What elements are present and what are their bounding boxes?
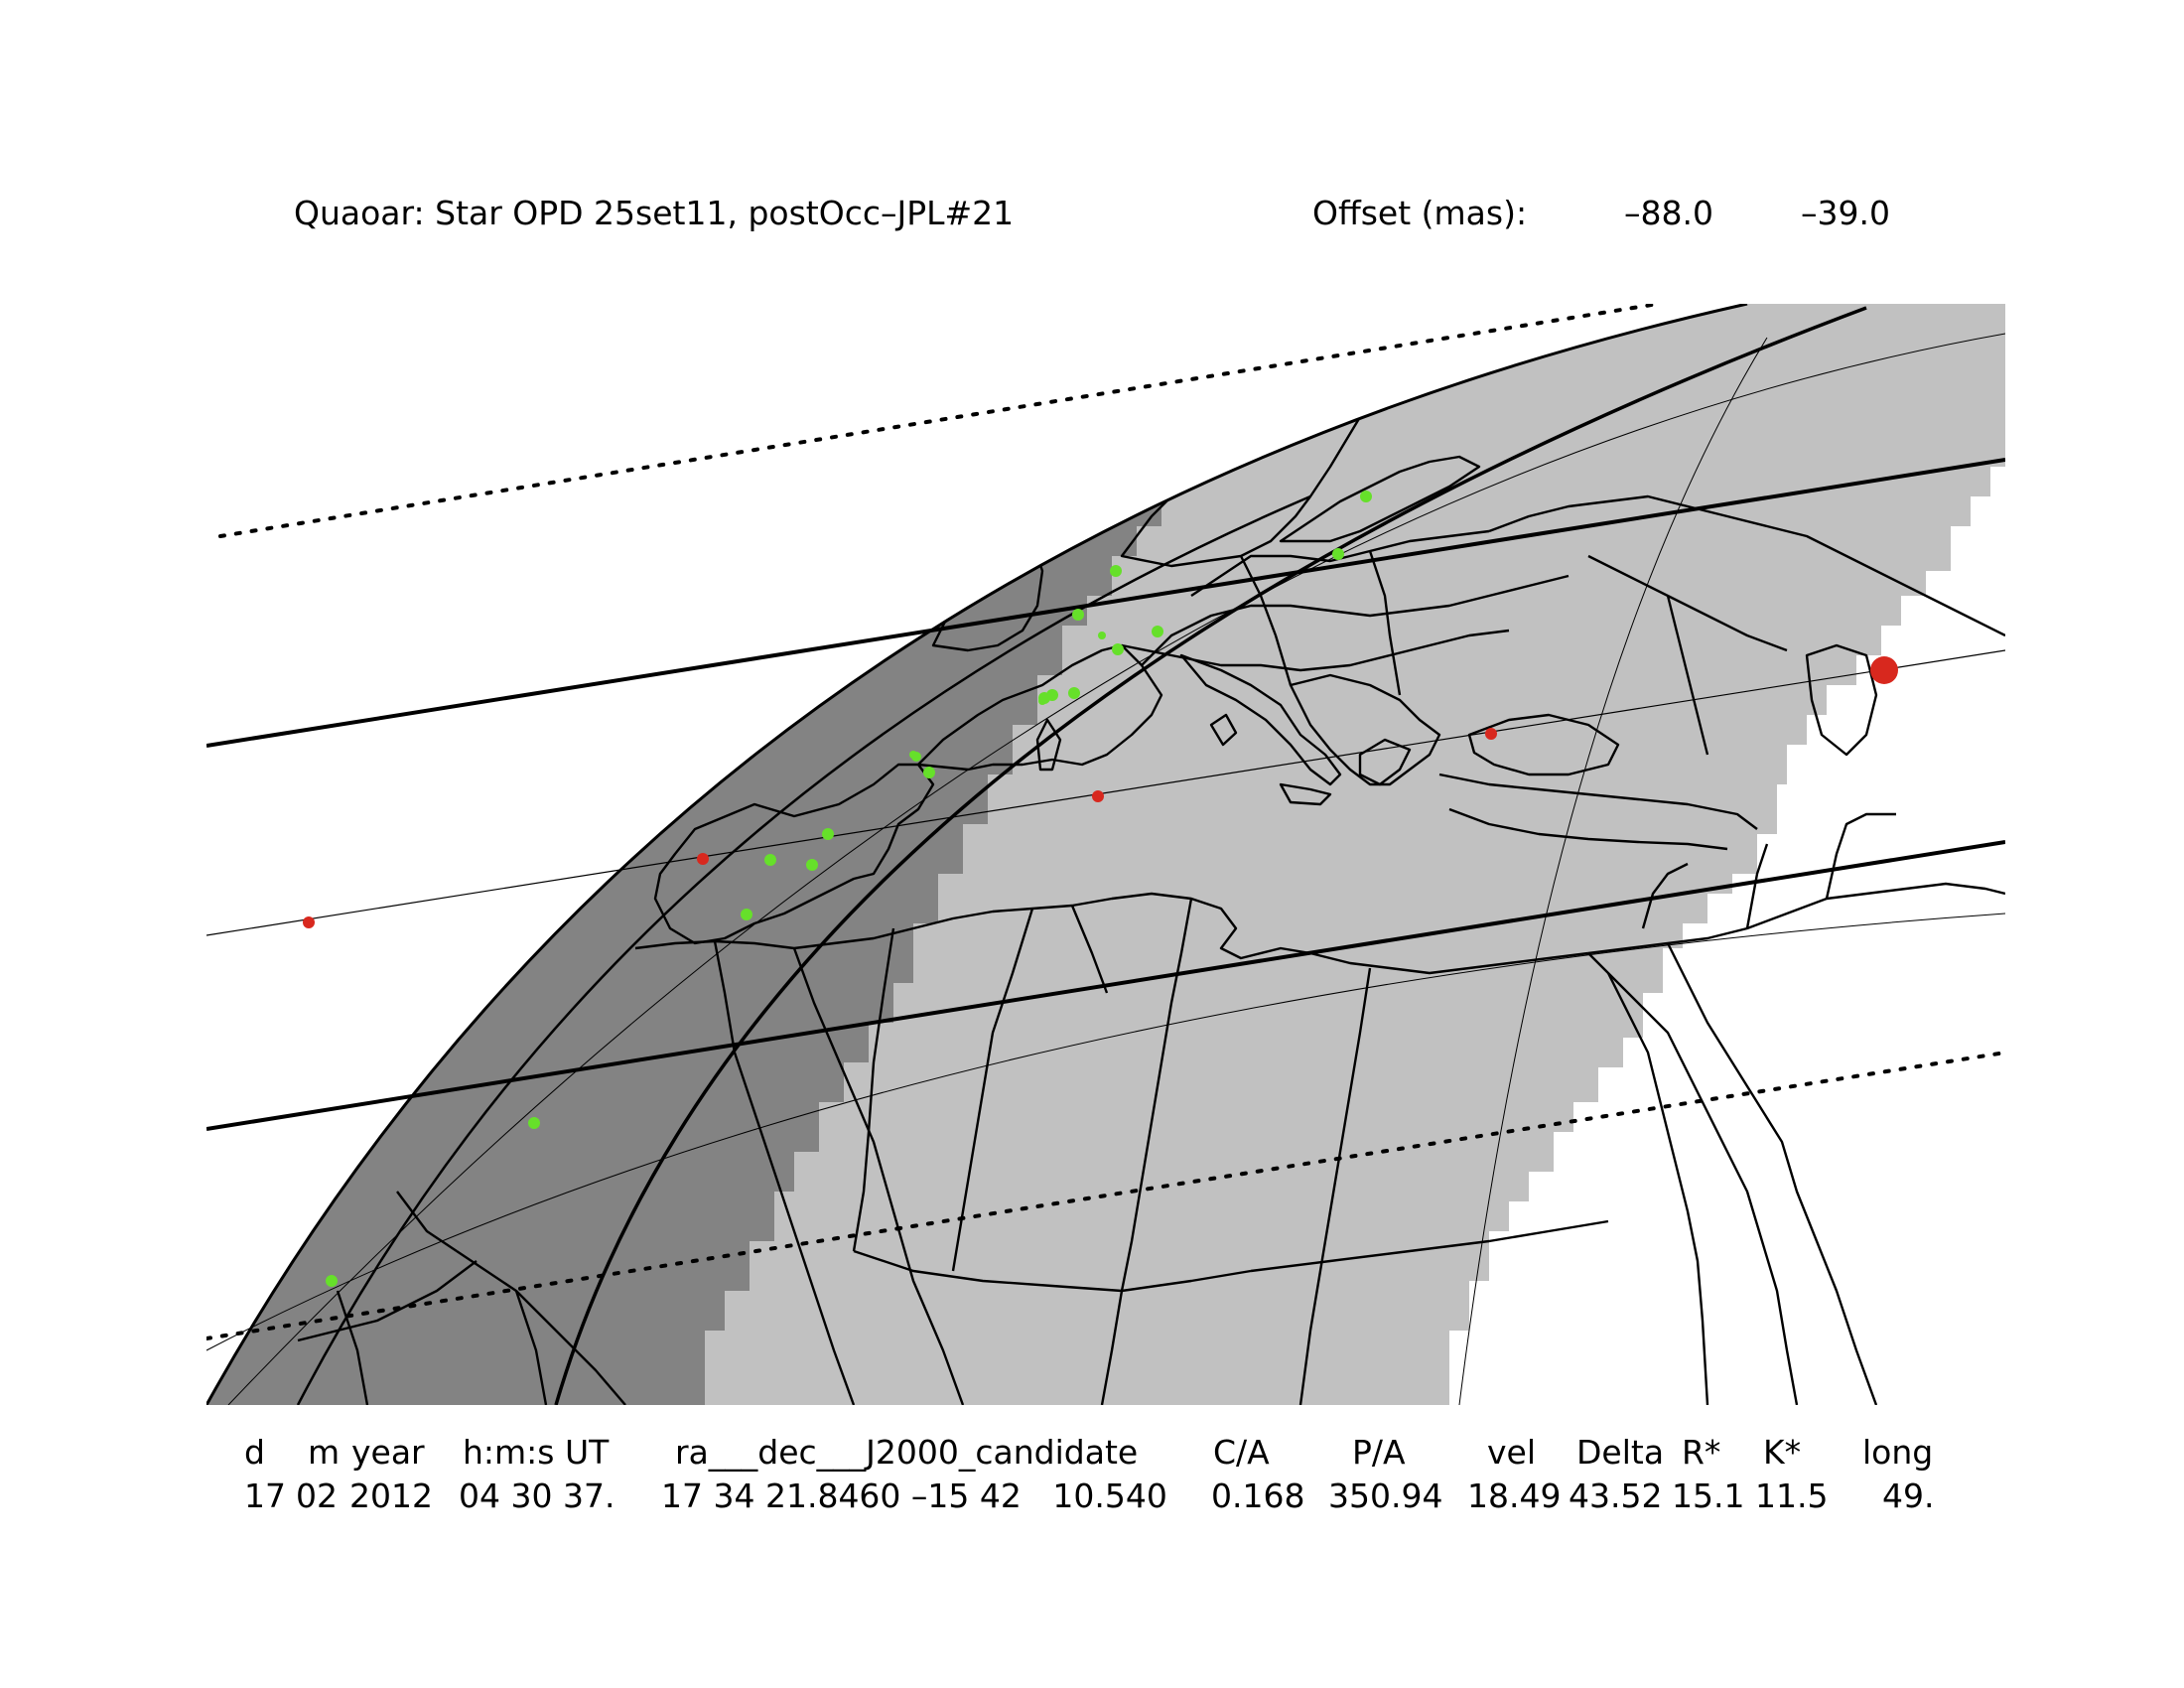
value-d: 17 <box>244 1477 286 1515</box>
observer-site <box>923 767 935 778</box>
value-long: 49. <box>1882 1477 1935 1515</box>
observer-sites <box>326 491 1372 1287</box>
header-kstar: K* <box>1763 1433 1802 1472</box>
earth-limb <box>206 304 1748 1405</box>
observer-site <box>806 859 818 871</box>
graticule <box>206 333 2005 1405</box>
observer-site <box>1038 697 1046 705</box>
header-ca: C/A <box>1213 1433 1270 1472</box>
header-long: long <box>1862 1433 1934 1472</box>
value-kstar: 11.5 <box>1755 1477 1829 1515</box>
time-markers <box>303 656 1898 928</box>
header-radec: ra___dec___J2000_candidate <box>675 1433 1139 1472</box>
value-hms: 04 30 37. <box>459 1477 615 1515</box>
observer-site <box>1046 689 1058 701</box>
value-year: 2012 <box>349 1477 433 1515</box>
twilight-arc-outer <box>554 306 1867 1405</box>
observer-site <box>1068 687 1080 699</box>
shadow-centerline <box>206 649 2005 936</box>
observer-site <box>822 828 834 840</box>
header-delta: Delta <box>1576 1433 1665 1472</box>
header-rstar: R* <box>1682 1433 1721 1472</box>
observer-site <box>528 1117 540 1129</box>
coastlines <box>297 355 2005 1405</box>
twilight-arc-inner <box>296 494 1311 1405</box>
value-rstar: 15.1 <box>1672 1477 1745 1515</box>
chart-title: Quaoar: Star OPD 25set11, postOcc–JPL#21 <box>294 194 1015 232</box>
offset-label: Offset (mas): <box>1312 194 1528 232</box>
value-radec: 17 34 21.8460 –15 42 10.540 <box>661 1477 1167 1515</box>
offset-ra-value: –88.0 <box>1624 194 1713 232</box>
time-marker-closest-approach <box>1870 656 1898 684</box>
observer-site <box>1072 609 1084 621</box>
value-pa: 350.94 <box>1328 1477 1443 1515</box>
time-marker <box>697 853 709 865</box>
observer-site <box>1112 643 1124 655</box>
observer-site <box>764 854 776 866</box>
offset-dec-value: –39.0 <box>1801 194 1890 232</box>
observer-site <box>326 1275 338 1287</box>
value-vel: 18.49 <box>1467 1477 1562 1515</box>
observer-site <box>1360 491 1372 502</box>
header-d: d <box>244 1433 265 1472</box>
shadow-south-limit <box>206 840 2005 1131</box>
header-hms: h:m:s UT <box>463 1433 610 1472</box>
header-year: year <box>351 1433 425 1472</box>
value-ca: 0.168 <box>1211 1477 1305 1515</box>
observer-site <box>909 751 917 759</box>
observer-site <box>741 909 752 920</box>
time-marker <box>1092 790 1104 802</box>
observer-site <box>1152 626 1163 637</box>
header-m: m <box>308 1433 341 1472</box>
observer-site <box>1332 548 1344 560</box>
header-vel: vel <box>1487 1433 1537 1472</box>
time-marker <box>303 916 315 928</box>
observer-site <box>1110 565 1122 577</box>
shadow-north-limit <box>206 458 2005 748</box>
value-delta: 43.52 <box>1569 1477 1663 1515</box>
header-pa: P/A <box>1352 1433 1406 1472</box>
observer-site <box>1098 632 1106 639</box>
time-marker <box>1485 728 1497 740</box>
uncertainty-south-limit <box>206 1051 2005 1340</box>
uncertainty-north-limit <box>218 304 1660 538</box>
value-m: 02 <box>296 1477 338 1515</box>
